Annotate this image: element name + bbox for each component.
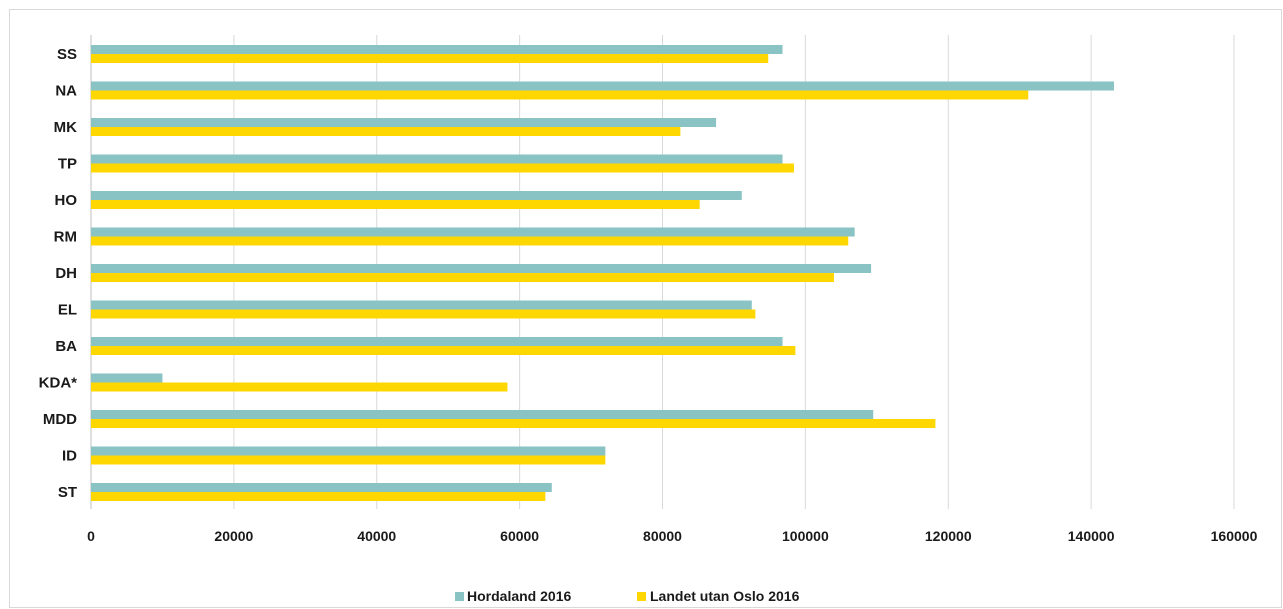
bar-landet	[91, 127, 681, 136]
bar-hordaland	[91, 227, 855, 237]
bars	[91, 45, 1114, 501]
legend: Hordaland 2016 Landet utan Oslo 2016	[455, 588, 800, 604]
bar-landet	[91, 492, 546, 501]
bar-hordaland	[91, 264, 872, 273]
bar-landet	[91, 200, 700, 209]
category-label: KDA*	[39, 375, 77, 392]
bar-hordaland	[91, 337, 783, 346]
bar-landet	[91, 309, 756, 319]
bar-landet	[91, 54, 769, 63]
bar-landet	[91, 346, 796, 355]
x-tick-label: 40000	[357, 528, 396, 544]
category-label: NA	[55, 83, 77, 100]
bar-hordaland	[91, 154, 783, 164]
x-tick-label: 60000	[500, 528, 539, 544]
category-label: MDD	[43, 411, 77, 428]
legend-label-landet: Landet utan Oslo 2016	[650, 588, 800, 604]
x-tick-label: 0	[87, 528, 95, 544]
legend-swatch-landet	[637, 592, 646, 601]
bar-hordaland	[91, 300, 752, 310]
category-label: BA	[55, 338, 77, 355]
x-tick-labels: 0 20000 40000 60000 80000 100000 120000 140000 1…	[87, 528, 1257, 544]
category-label: SS	[57, 46, 77, 63]
bar-hordaland	[91, 483, 552, 492]
x-tick-label: 80000	[643, 528, 682, 544]
category-label: HO	[55, 192, 78, 209]
legend-label-hordaland: Hordaland 2016	[467, 588, 571, 604]
category-label: ID	[62, 448, 77, 465]
bar-hordaland	[91, 373, 163, 383]
bar-landet	[91, 419, 936, 428]
category-labels: SS NA MK TP HO RM DH EL BA KDA* MDD ID ST	[39, 46, 78, 501]
x-tick-label: 160000	[1211, 528, 1258, 544]
x-tick-label: 100000	[782, 528, 829, 544]
category-label: EL	[58, 302, 77, 319]
x-tick-label: 120000	[925, 528, 972, 544]
category-label: MK	[54, 119, 77, 136]
bar-hordaland	[91, 446, 606, 456]
category-label: DH	[55, 265, 77, 282]
bar-landet	[91, 455, 606, 465]
bar-landet	[91, 236, 849, 246]
x-tick-label: 20000	[214, 528, 253, 544]
category-label: RM	[54, 229, 77, 246]
bar-landet	[91, 273, 834, 282]
bar-landet	[91, 90, 1029, 100]
bar-hordaland	[91, 191, 742, 200]
category-label: ST	[58, 484, 77, 501]
bar-hordaland	[91, 81, 1114, 91]
legend-swatch-hordaland	[455, 592, 464, 601]
bar-hordaland	[91, 410, 874, 419]
bar-landet	[91, 163, 794, 173]
x-tick-label: 140000	[1068, 528, 1115, 544]
bar-landet	[91, 382, 508, 392]
category-label: TP	[58, 156, 77, 173]
bar-hordaland	[91, 118, 717, 127]
bar-hordaland	[91, 45, 783, 54]
